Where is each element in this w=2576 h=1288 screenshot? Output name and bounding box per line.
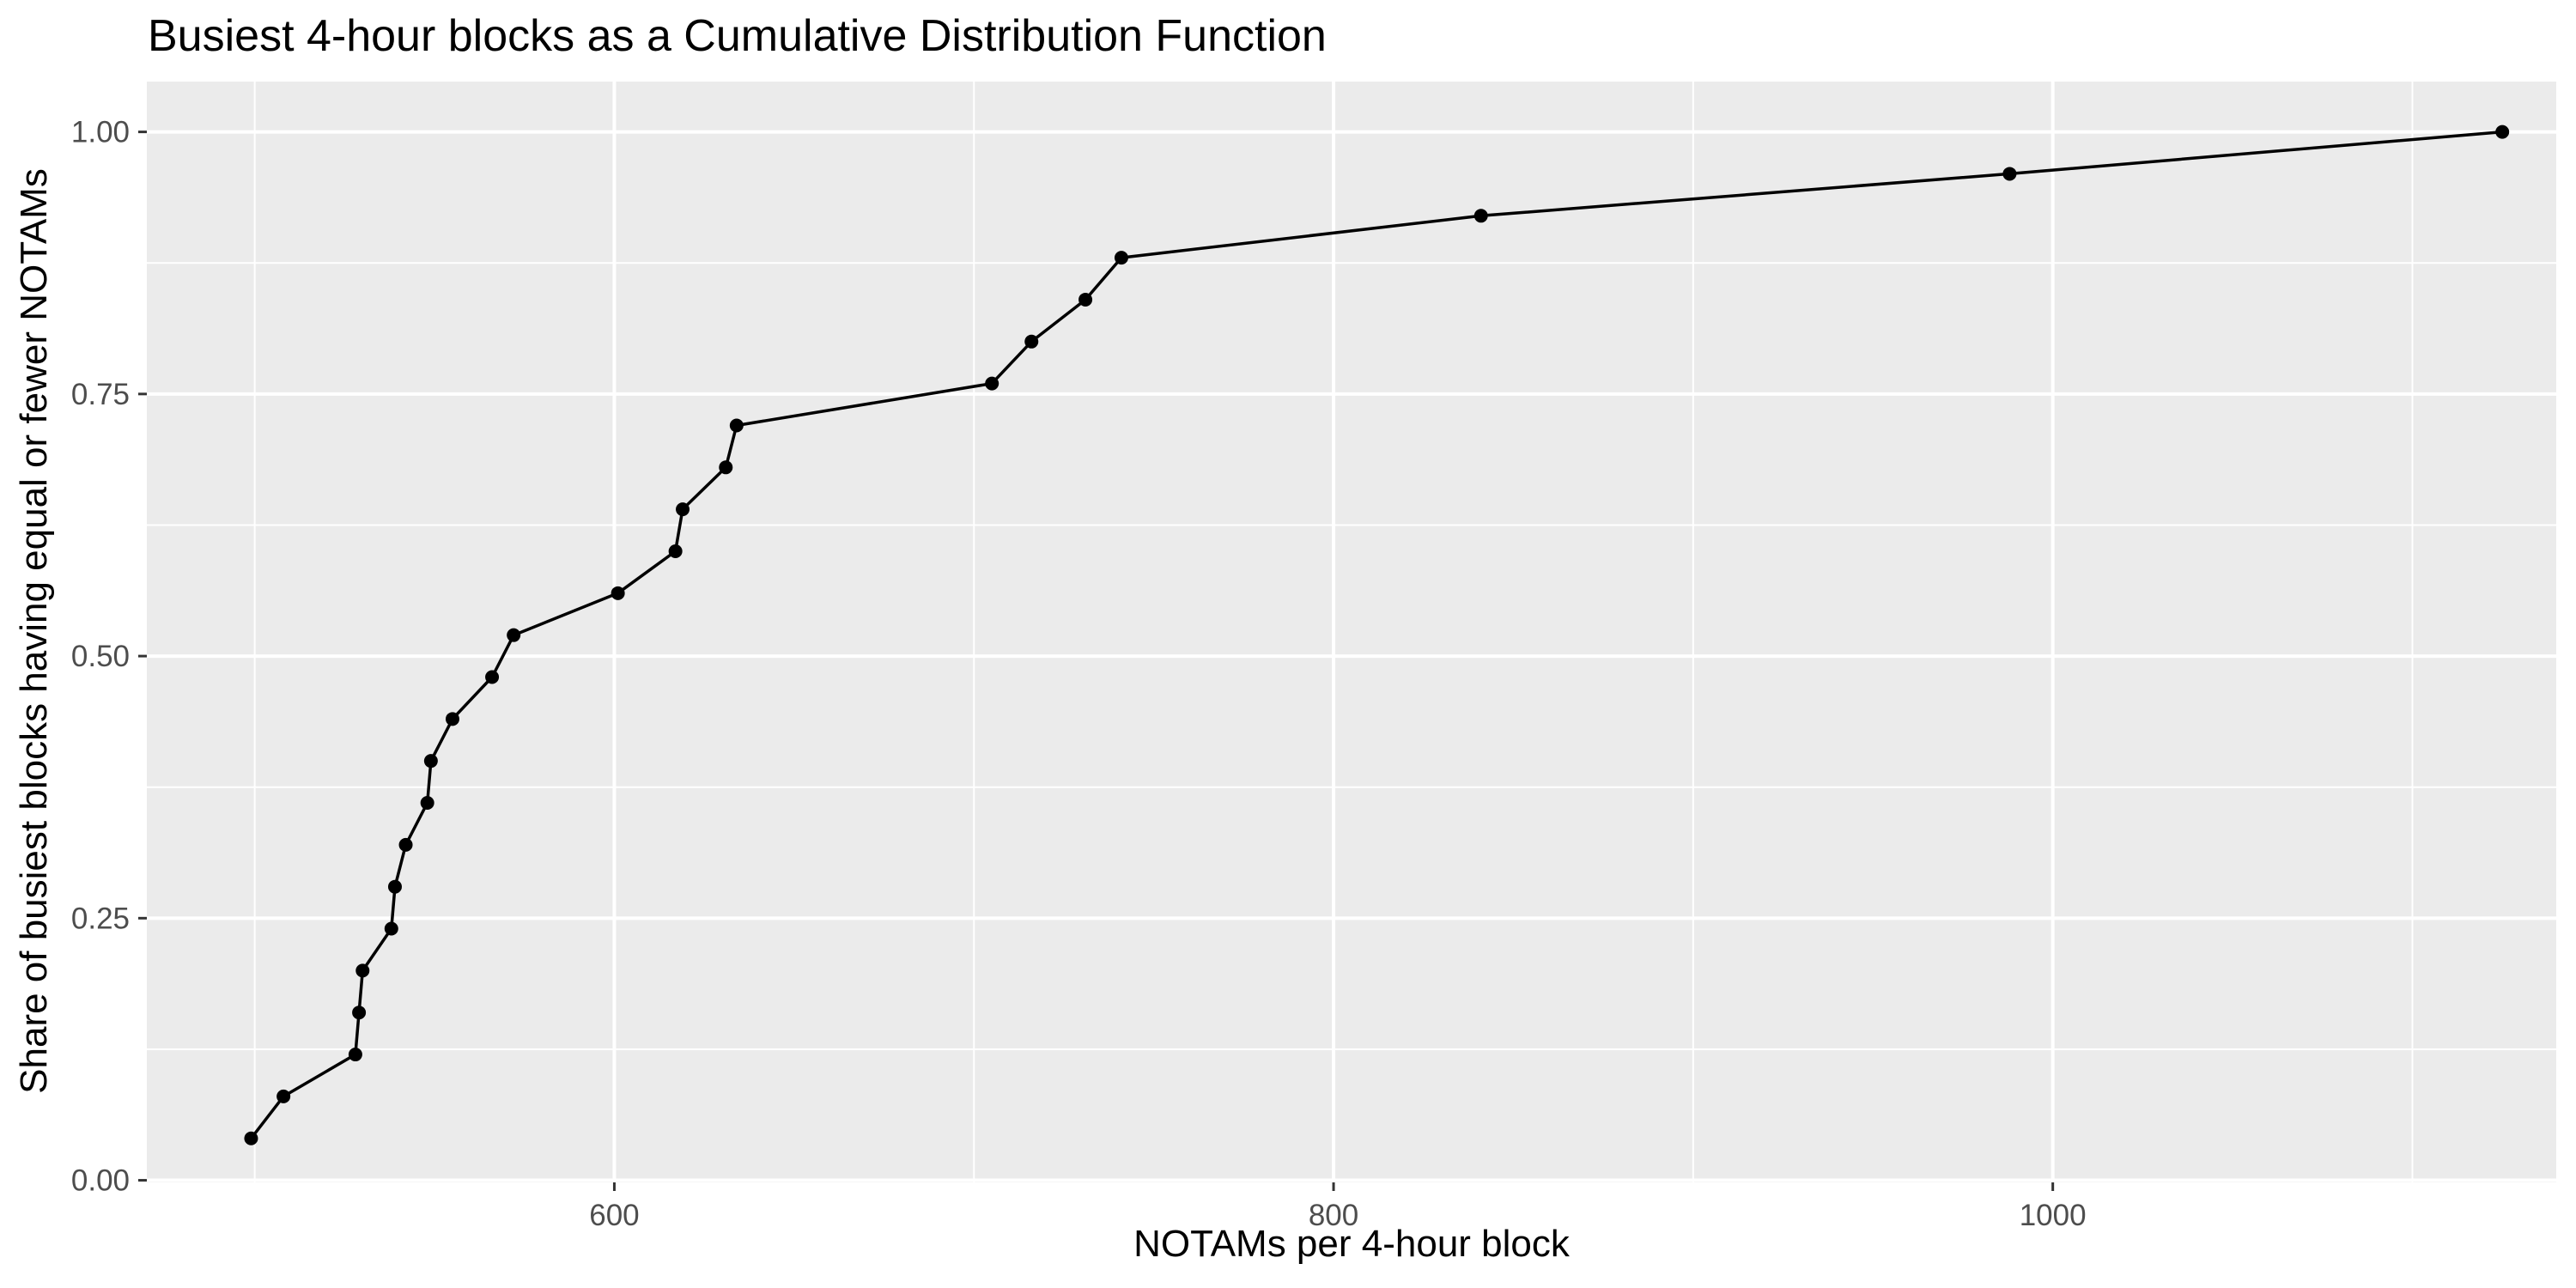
data-point — [384, 921, 398, 936]
data-point — [445, 712, 459, 726]
data-point — [276, 1089, 291, 1103]
data-point — [1078, 292, 1093, 307]
data-point — [719, 460, 733, 475]
data-point — [668, 544, 683, 558]
y-tick-label: 1.00 — [71, 116, 130, 149]
chart-title: Busiest 4-hour blocks as a Cumulative Di… — [148, 11, 1327, 61]
data-point — [485, 670, 500, 684]
data-point — [2495, 125, 2510, 139]
data-point — [1114, 251, 1128, 265]
data-point — [507, 628, 521, 642]
y-tick-label: 0.00 — [71, 1164, 130, 1198]
data-point — [676, 502, 690, 517]
data-point — [355, 963, 370, 978]
data-point — [244, 1131, 258, 1145]
data-point — [348, 1048, 362, 1062]
data-point — [352, 1005, 367, 1020]
y-tick-label: 0.25 — [71, 902, 130, 935]
data-point — [985, 376, 999, 391]
data-point — [387, 879, 402, 894]
data-point — [729, 418, 744, 433]
data-point — [420, 796, 434, 811]
x-tick-label: 800 — [1309, 1199, 1358, 1232]
data-point — [423, 754, 438, 769]
x-axis-label: NOTAMs per 4-hour block — [1133, 1223, 1570, 1265]
x-tick-label: 600 — [589, 1199, 639, 1232]
x-tick-label: 1000 — [2020, 1199, 2087, 1232]
data-point — [398, 837, 413, 852]
y-tick-label: 0.75 — [71, 378, 130, 411]
data-point — [1473, 209, 1488, 223]
panel-background — [147, 82, 2556, 1182]
data-point — [1024, 334, 1039, 349]
data-point — [611, 586, 625, 600]
y-tick-label: 0.50 — [71, 640, 130, 673]
data-point — [2002, 167, 2017, 181]
